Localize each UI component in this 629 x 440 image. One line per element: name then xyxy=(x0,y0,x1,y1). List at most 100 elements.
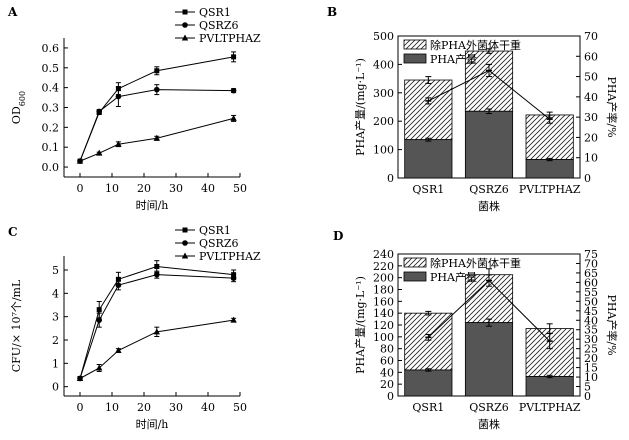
b-category-label: QSR1 xyxy=(412,183,444,196)
d-legend-label: PHA产量 xyxy=(430,270,477,284)
b-legend-swatch-pha xyxy=(403,53,427,64)
c-legend-label: QSR1 xyxy=(199,224,231,237)
d-y2-tick-label: 5 xyxy=(584,381,591,394)
b-y-axis-title: PHA产量/(mg·L⁻¹) xyxy=(353,58,367,156)
a-point-qsrz6 xyxy=(96,108,102,115)
a-legend-label: PVLTPHAZ xyxy=(199,32,261,45)
d-y2-tick-label: 0 xyxy=(584,390,591,403)
a-y-axis-title-subscript: 600 xyxy=(18,91,27,106)
d-y2-tick-label: 15 xyxy=(584,362,598,375)
a-point-pvltphaz xyxy=(96,149,103,156)
d-y2-axis-title: PHA产率/% xyxy=(605,294,619,355)
d-y2-tick-label: 40 xyxy=(584,314,598,327)
a-y-tick-label: 0.0 xyxy=(42,161,60,174)
panel-c-label: C xyxy=(8,225,18,239)
d-y-tick-label: 80 xyxy=(380,343,394,356)
c-x-tick-label: 50 xyxy=(233,401,247,414)
a-x-tick-label: 20 xyxy=(137,182,151,195)
a-point-qsr1 xyxy=(231,54,237,60)
a-legend-label: QSRZ6 xyxy=(199,19,238,32)
b-y2-tick-label: 30 xyxy=(584,111,598,124)
b-y2-tick-label: 20 xyxy=(584,131,598,144)
d-y-axis-title: PHA产量/(mg·L⁻¹) xyxy=(353,276,367,374)
a-y-tick-label: 0.1 xyxy=(42,141,60,154)
b-legend-swatch-dry-weight xyxy=(403,39,427,50)
d-bar-pha-pvltphaz xyxy=(525,376,574,397)
a-y-tick-label: 0.5 xyxy=(42,62,60,75)
a-series-line-qsrz6 xyxy=(79,89,234,162)
c-y-tick-label: 5 xyxy=(52,264,59,277)
b-y2-tick-label: 10 xyxy=(584,152,598,165)
b-x-axis-title: 菌株 xyxy=(478,199,500,213)
c-point-pvltphaz xyxy=(153,328,160,335)
d-y2-tick-label: 35 xyxy=(584,324,598,337)
c-y-tick-label: 0 xyxy=(52,381,59,394)
c-point-pvltphaz xyxy=(76,375,84,381)
d-bar-pha-qsrz6 xyxy=(464,322,514,397)
d-x-axis-title: 菌株 xyxy=(478,417,500,431)
b-y-tick-label: 100 xyxy=(373,144,394,157)
c-point-qsrz6 xyxy=(230,275,237,281)
d-y2-tick-label: 65 xyxy=(584,267,598,280)
c-y-axis-title: CFU/× 10⁷个/mL xyxy=(10,279,23,372)
b-y-tick-label: 500 xyxy=(373,30,394,43)
a-y-tick-label: 0.3 xyxy=(42,102,60,115)
d-y2-tick-label: 75 xyxy=(584,248,598,261)
d-y-tick-label: 120 xyxy=(373,319,394,332)
a-legend-label: QSR1 xyxy=(199,6,231,19)
c-y-tick-label: 2 xyxy=(52,334,59,347)
c-legend-marker xyxy=(182,227,188,233)
c-x-tick-label: 40 xyxy=(201,401,215,414)
b-y2-tick-label: 60 xyxy=(584,50,598,63)
c-point-pvltphaz xyxy=(96,364,103,371)
d-legend-label: 除PHA外菌体干重 xyxy=(430,256,521,270)
d-category-label: PVLTPHAZ xyxy=(519,401,581,414)
a-y-tick-label: 0.6 xyxy=(42,42,60,55)
b-y-tick-label: 0 xyxy=(387,172,394,185)
panel-a-chart: 0.0 0.1 0.2 0.3 0.4 0.5 0.6 0 10 20 30 40 50 时间/h OD60… xyxy=(10,6,261,212)
b-bar-pha-qsrz6 xyxy=(464,110,514,179)
a-point-qsrz6 xyxy=(230,87,237,94)
d-y-tick-label: 20 xyxy=(380,378,394,391)
d-y2-tick-label: 20 xyxy=(584,352,598,365)
b-y-tick-label: 200 xyxy=(373,115,394,128)
c-x-tick-label: 20 xyxy=(137,401,151,414)
a-point-pvltphaz xyxy=(115,140,122,147)
c-x-tick-label: 30 xyxy=(169,401,183,414)
a-y-tick-label: 0.4 xyxy=(42,82,60,95)
a-x-tick-label: 0 xyxy=(77,182,84,195)
d-y-tick-label: 200 xyxy=(373,272,394,285)
c-x-axis-title: 时间/h xyxy=(136,418,169,431)
d-y2-tick-label: 55 xyxy=(584,286,598,299)
c-legend-label: QSRZ6 xyxy=(199,237,238,250)
c-point-qsr1 xyxy=(154,264,160,269)
d-y2-tick-label: 25 xyxy=(584,343,598,356)
a-x-tick-label: 40 xyxy=(201,182,215,195)
c-y-tick-label: 3 xyxy=(52,311,59,324)
b-y2-axis-title: PHA产率/% xyxy=(605,76,619,137)
c-x-tick-label: 10 xyxy=(105,401,119,414)
d-y2-tick-label: 50 xyxy=(584,295,598,308)
c-point-pvltphaz xyxy=(115,347,122,353)
d-legend-swatch-pha xyxy=(403,271,427,282)
a-point-qsr1 xyxy=(154,68,160,74)
d-y-tick-label: 240 xyxy=(373,248,394,261)
c-series-line-qsr1 xyxy=(79,265,234,379)
d-bar-pha-qsr1 xyxy=(404,369,453,397)
b-y2-tick-label: 70 xyxy=(584,30,598,43)
a-x-tick-label: 50 xyxy=(233,182,247,195)
d-y2-tick-label: 30 xyxy=(584,333,598,346)
b-bar-dry-weight-qsr1 xyxy=(404,79,453,141)
d-y2-tick-label: 60 xyxy=(584,276,598,289)
d-y-tick-label: 100 xyxy=(373,331,394,344)
a-point-pvltphaz xyxy=(76,157,84,164)
b-bar-pha-qsr1 xyxy=(404,139,453,179)
d-y-tick-label: 40 xyxy=(380,366,394,379)
d-y-tick-label: 160 xyxy=(373,295,394,308)
b-legend-label: 除PHA外菌体干重 xyxy=(430,38,521,52)
d-y2-tick-label: 45 xyxy=(584,305,598,318)
c-point-qsrz6 xyxy=(96,317,102,323)
panel-d-label: D xyxy=(333,229,343,243)
c-legend-marker xyxy=(182,240,188,246)
